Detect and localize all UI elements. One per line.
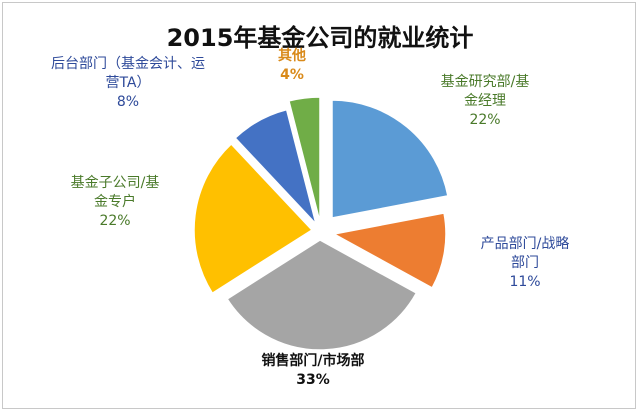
slice-label-3-line-0: 基金子公司/基: [71, 174, 160, 191]
slice-label-4-line-0: 后台部门（基金会计、运: [51, 55, 205, 72]
slice-label-0-line-1: 金经理: [464, 93, 506, 109]
pie-slice-0: [331, 99, 449, 219]
pie-slice-5: [288, 96, 321, 223]
slice-percent-label-5: 4%: [280, 67, 304, 83]
slice-label-4-line-1: 营TA）: [105, 75, 150, 91]
slice-percent-label-4: 8%: [117, 94, 139, 110]
pie-slice-4: [234, 108, 317, 225]
pie-slice-1: [331, 212, 447, 289]
slice-label-3-line-1: 金专户: [94, 193, 136, 210]
slice-percent-label-2: 33%: [296, 372, 330, 388]
slice-label-1-line-1: 部门: [511, 255, 539, 271]
slice-percent-label-0: 22%: [469, 112, 500, 128]
slice-percent-label-1: 11%: [509, 274, 540, 290]
chart-title: 2015年基金公司的就业统计: [167, 24, 474, 52]
slice-label-5-line-0: 其他: [278, 47, 306, 64]
pie-slice-3: [193, 142, 314, 295]
pie-slice-2: [226, 239, 418, 351]
slice-percent-label-3: 22%: [99, 213, 130, 229]
slice-label-0-line-0: 基金研究部/基: [441, 73, 530, 90]
slice-label-2-line-0: 销售部门/市场部: [261, 352, 364, 369]
pie-slices: [193, 96, 449, 351]
slice-label-1-line-0: 产品部门/战略: [481, 236, 570, 252]
